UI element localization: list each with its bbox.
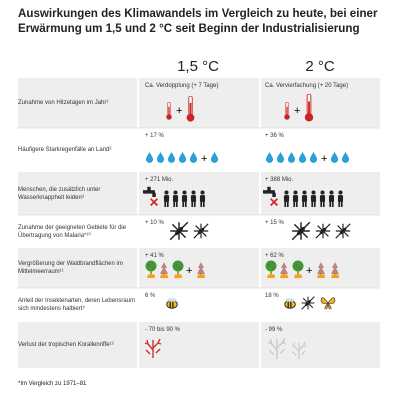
- icons: + + + + + +: [143, 94, 351, 360]
- row-label: Menschen, die zusätzlich unter Wasserkna…: [18, 186, 101, 201]
- title: Auswirkungen des Klimawandels im Verglei…: [18, 7, 378, 35]
- value-2: 18 %: [265, 293, 279, 299]
- value-2: + 15 %: [265, 220, 284, 226]
- value-1-5: + 10 %: [145, 220, 164, 226]
- svg-text:+: +: [306, 265, 312, 277]
- row-label: Zunahme der geeigneten Gebiete für die Ü…: [18, 224, 127, 239]
- value-1-5: 6 %: [145, 293, 156, 299]
- value-2: Ca. Vervierfachung (+ 20 Tage): [265, 83, 349, 89]
- row-label: Vergrößerung der Waldbrandflächen im Mit…: [18, 261, 123, 275]
- value-1-5: + 41 %: [145, 253, 164, 259]
- svg-text:+: +: [321, 153, 327, 165]
- value-1-5: - 70 bis 90 %: [145, 327, 181, 333]
- svg-text:+: +: [294, 105, 300, 117]
- svg-text:+: +: [201, 153, 207, 165]
- column-header: 1,5 °C: [177, 58, 219, 75]
- row-label: Anteil der Insektenarten, deren Lebensra…: [18, 298, 136, 312]
- value-2: + 36 %: [265, 133, 284, 139]
- value-1-5: Ca. Verdopplung (+ 7 Tage): [145, 83, 219, 89]
- svg-text:+: +: [186, 265, 192, 277]
- value-2: - 99 %: [265, 327, 283, 333]
- value-2: + 62 %: [265, 253, 284, 259]
- row-label: Zunahme von Hitzetagen im Jahr¹: [18, 100, 109, 106]
- row-label: Verlust der tropischen Korallenriffe¹²: [18, 342, 114, 348]
- footnote: *Im Vergleich zu 1971–81: [18, 381, 87, 387]
- row-label: Häufigere Starkregenfälle an Land²: [18, 147, 112, 153]
- column-header: 2 °C: [305, 58, 335, 75]
- value-1-5: + 17 %: [145, 133, 164, 139]
- value-2: + 388 Mio.: [265, 177, 294, 183]
- svg-text:+: +: [176, 105, 182, 117]
- value-1-5: + 271 Mio.: [145, 177, 174, 183]
- row-backgrounds: [18, 50, 380, 370]
